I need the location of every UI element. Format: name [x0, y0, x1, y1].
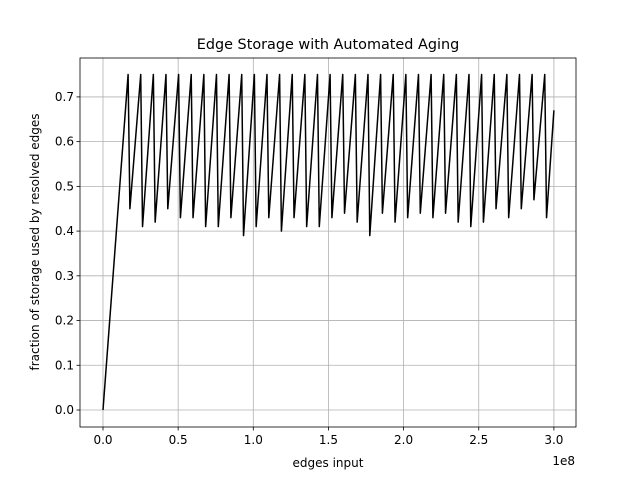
y-tick-label: 0.1 — [55, 358, 74, 372]
y-tick-label: 0.5 — [55, 179, 74, 193]
x-tick-label: 3.0 — [544, 433, 563, 447]
y-tick-label: 0.0 — [55, 403, 74, 417]
y-tick-label: 0.3 — [55, 269, 74, 283]
y-tick-label: 0.6 — [55, 135, 74, 149]
x-tick-label: 1.0 — [244, 433, 263, 447]
y-tick-label: 0.7 — [55, 90, 74, 104]
data-line — [102, 73, 555, 411]
x-tick-label: 2.0 — [394, 433, 413, 447]
chart-title: Edge Storage with Automated Aging — [197, 37, 459, 53]
y-tick-label: 0.4 — [55, 224, 74, 238]
x-tick-label: 0.5 — [169, 433, 188, 447]
x-offset-label: 1e8 — [552, 454, 575, 468]
x-tick-label: 2.5 — [469, 433, 488, 447]
y-axis-label: fraction of storage used by resolved edg… — [28, 113, 42, 370]
x-tick-label: 1.5 — [319, 433, 338, 447]
plot-frame — [79, 57, 577, 428]
x-tick-label: 0.0 — [93, 433, 112, 447]
y-tick-label: 0.2 — [55, 314, 74, 328]
x-axis-label: edges input — [293, 456, 364, 470]
